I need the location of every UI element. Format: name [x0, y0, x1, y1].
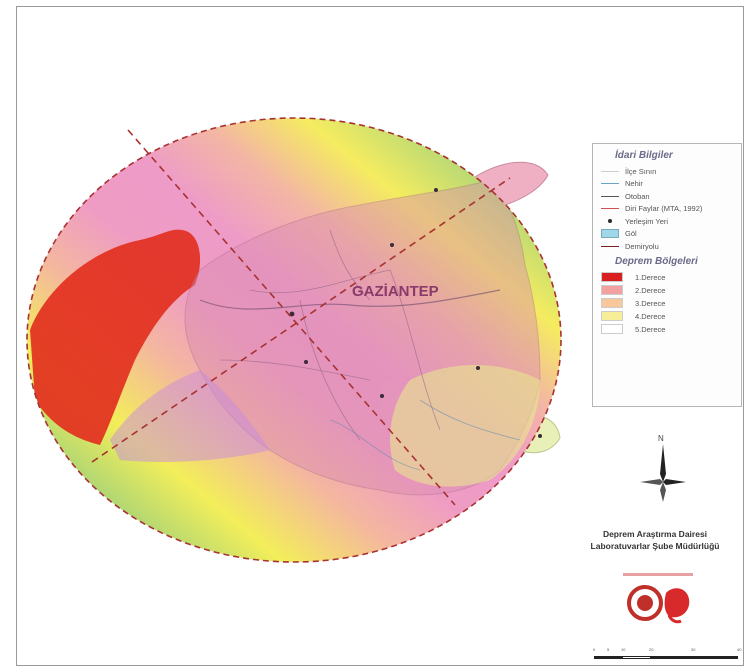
zone-label: 1.Derece: [635, 272, 666, 282]
legend-item-label: Göl: [625, 229, 637, 239]
legend-zone: 3.Derece: [601, 297, 737, 310]
scale-tick-label: 40: [737, 647, 742, 652]
zone-swatch: [601, 272, 623, 282]
scale-tick-label: 30: [691, 647, 696, 652]
legend-item-label: Diri Faylar (MTA, 1992): [625, 204, 703, 214]
legend-admin-title: İdari Bilgiler: [615, 150, 673, 161]
north-arrow: N: [636, 434, 692, 504]
zone-swatch: [601, 324, 623, 334]
scale-tick-label: 0: [593, 647, 596, 652]
legend-symbol-icon: [601, 204, 619, 213]
settlement-nizip: [476, 366, 480, 370]
north-arrow-icon: [640, 444, 686, 502]
legend-zone: 5.Derece: [601, 323, 737, 336]
scale-tick-label: 20: [649, 647, 654, 652]
zone-label: 3.Derece: [635, 298, 666, 308]
zone-label: 4.Derece: [635, 311, 666, 321]
legend-item: Demiryolu: [601, 240, 737, 253]
zone-swatch: [601, 298, 623, 308]
legend-zones-title: Deprem Bölgeleri: [615, 255, 698, 267]
legend-symbol-icon: [601, 229, 619, 239]
legend-item: Yerleşim Yeri: [601, 215, 737, 228]
settlement-oguzeli: [304, 360, 308, 364]
zone-label: 2.Derece: [635, 285, 666, 295]
highway: [199, 289, 501, 310]
legend-item-label: Otoban: [625, 191, 650, 201]
logo: [611, 571, 707, 629]
district-border: [219, 229, 441, 441]
north-label: N: [658, 434, 664, 443]
settlement-karkamis: [380, 394, 384, 398]
legend-zone: 2.Derece: [601, 284, 737, 297]
legend-symbol-icon: [601, 192, 619, 201]
legend-item: Diri Faylar (MTA, 1992): [601, 203, 737, 216]
legend: İdari Bilgiler İlçe Sınırı Nehir Otoban Dir…: [592, 143, 742, 407]
river: [329, 399, 521, 471]
legend-zone: 1.Derece: [601, 271, 737, 284]
legend-item-label: Nehir: [625, 179, 643, 189]
legend-zone: 4.Derece: [601, 310, 737, 323]
province-label: GAZİANTEP: [352, 283, 439, 300]
diagonal-sw-ne: [91, 177, 511, 463]
settlement-yavuzeli: [390, 243, 394, 247]
scale-bar: 0 5 10 20 30 40: [593, 646, 744, 662]
legend-item: İlçe Sınırı: [601, 165, 737, 178]
legend-symbol-icon: [601, 242, 619, 251]
zone-label: 5.Derece: [635, 324, 666, 334]
organization-line-1: Deprem Araştırma Dairesi: [602, 529, 708, 539]
legend-symbol-icon: [601, 167, 619, 176]
settlement-gaziantep: [289, 311, 295, 317]
settlement-araban: [434, 188, 438, 192]
legend-item: Otoban: [601, 190, 737, 203]
diagonal-nw-se: [127, 129, 456, 506]
settlement-east: [538, 434, 542, 438]
scale-tick-label: 10: [621, 647, 626, 652]
organization-logo-icon: [623, 573, 693, 624]
zone-swatch: [601, 285, 623, 295]
legend-item-label: Yerleşim Yeri: [625, 216, 669, 226]
zone-first-degree: [30, 229, 201, 445]
legend-item: Göl: [601, 228, 737, 241]
legend-item-label: İlçe Sınırı: [625, 166, 657, 176]
organization-name: Deprem Araştırma Dairesi Laboratuvarlar …: [560, 528, 750, 552]
zone-low-degree: [390, 365, 540, 487]
province-northeast-tail: [469, 161, 549, 206]
organization-line-2: Laboratuvarlar Şube Müdürlüğü: [590, 541, 720, 551]
zone-swatch: [601, 311, 623, 321]
legend-symbol-icon: [601, 217, 619, 226]
zone-second-degree: [110, 370, 270, 462]
legend-item: Nehir: [601, 178, 737, 191]
settlements: [289, 188, 542, 438]
legend-symbol-icon: [601, 179, 619, 188]
scale-tick-label: 5: [607, 647, 610, 652]
ellipse-outline: [26, 117, 562, 563]
legend-item-label: Demiryolu: [625, 241, 659, 251]
